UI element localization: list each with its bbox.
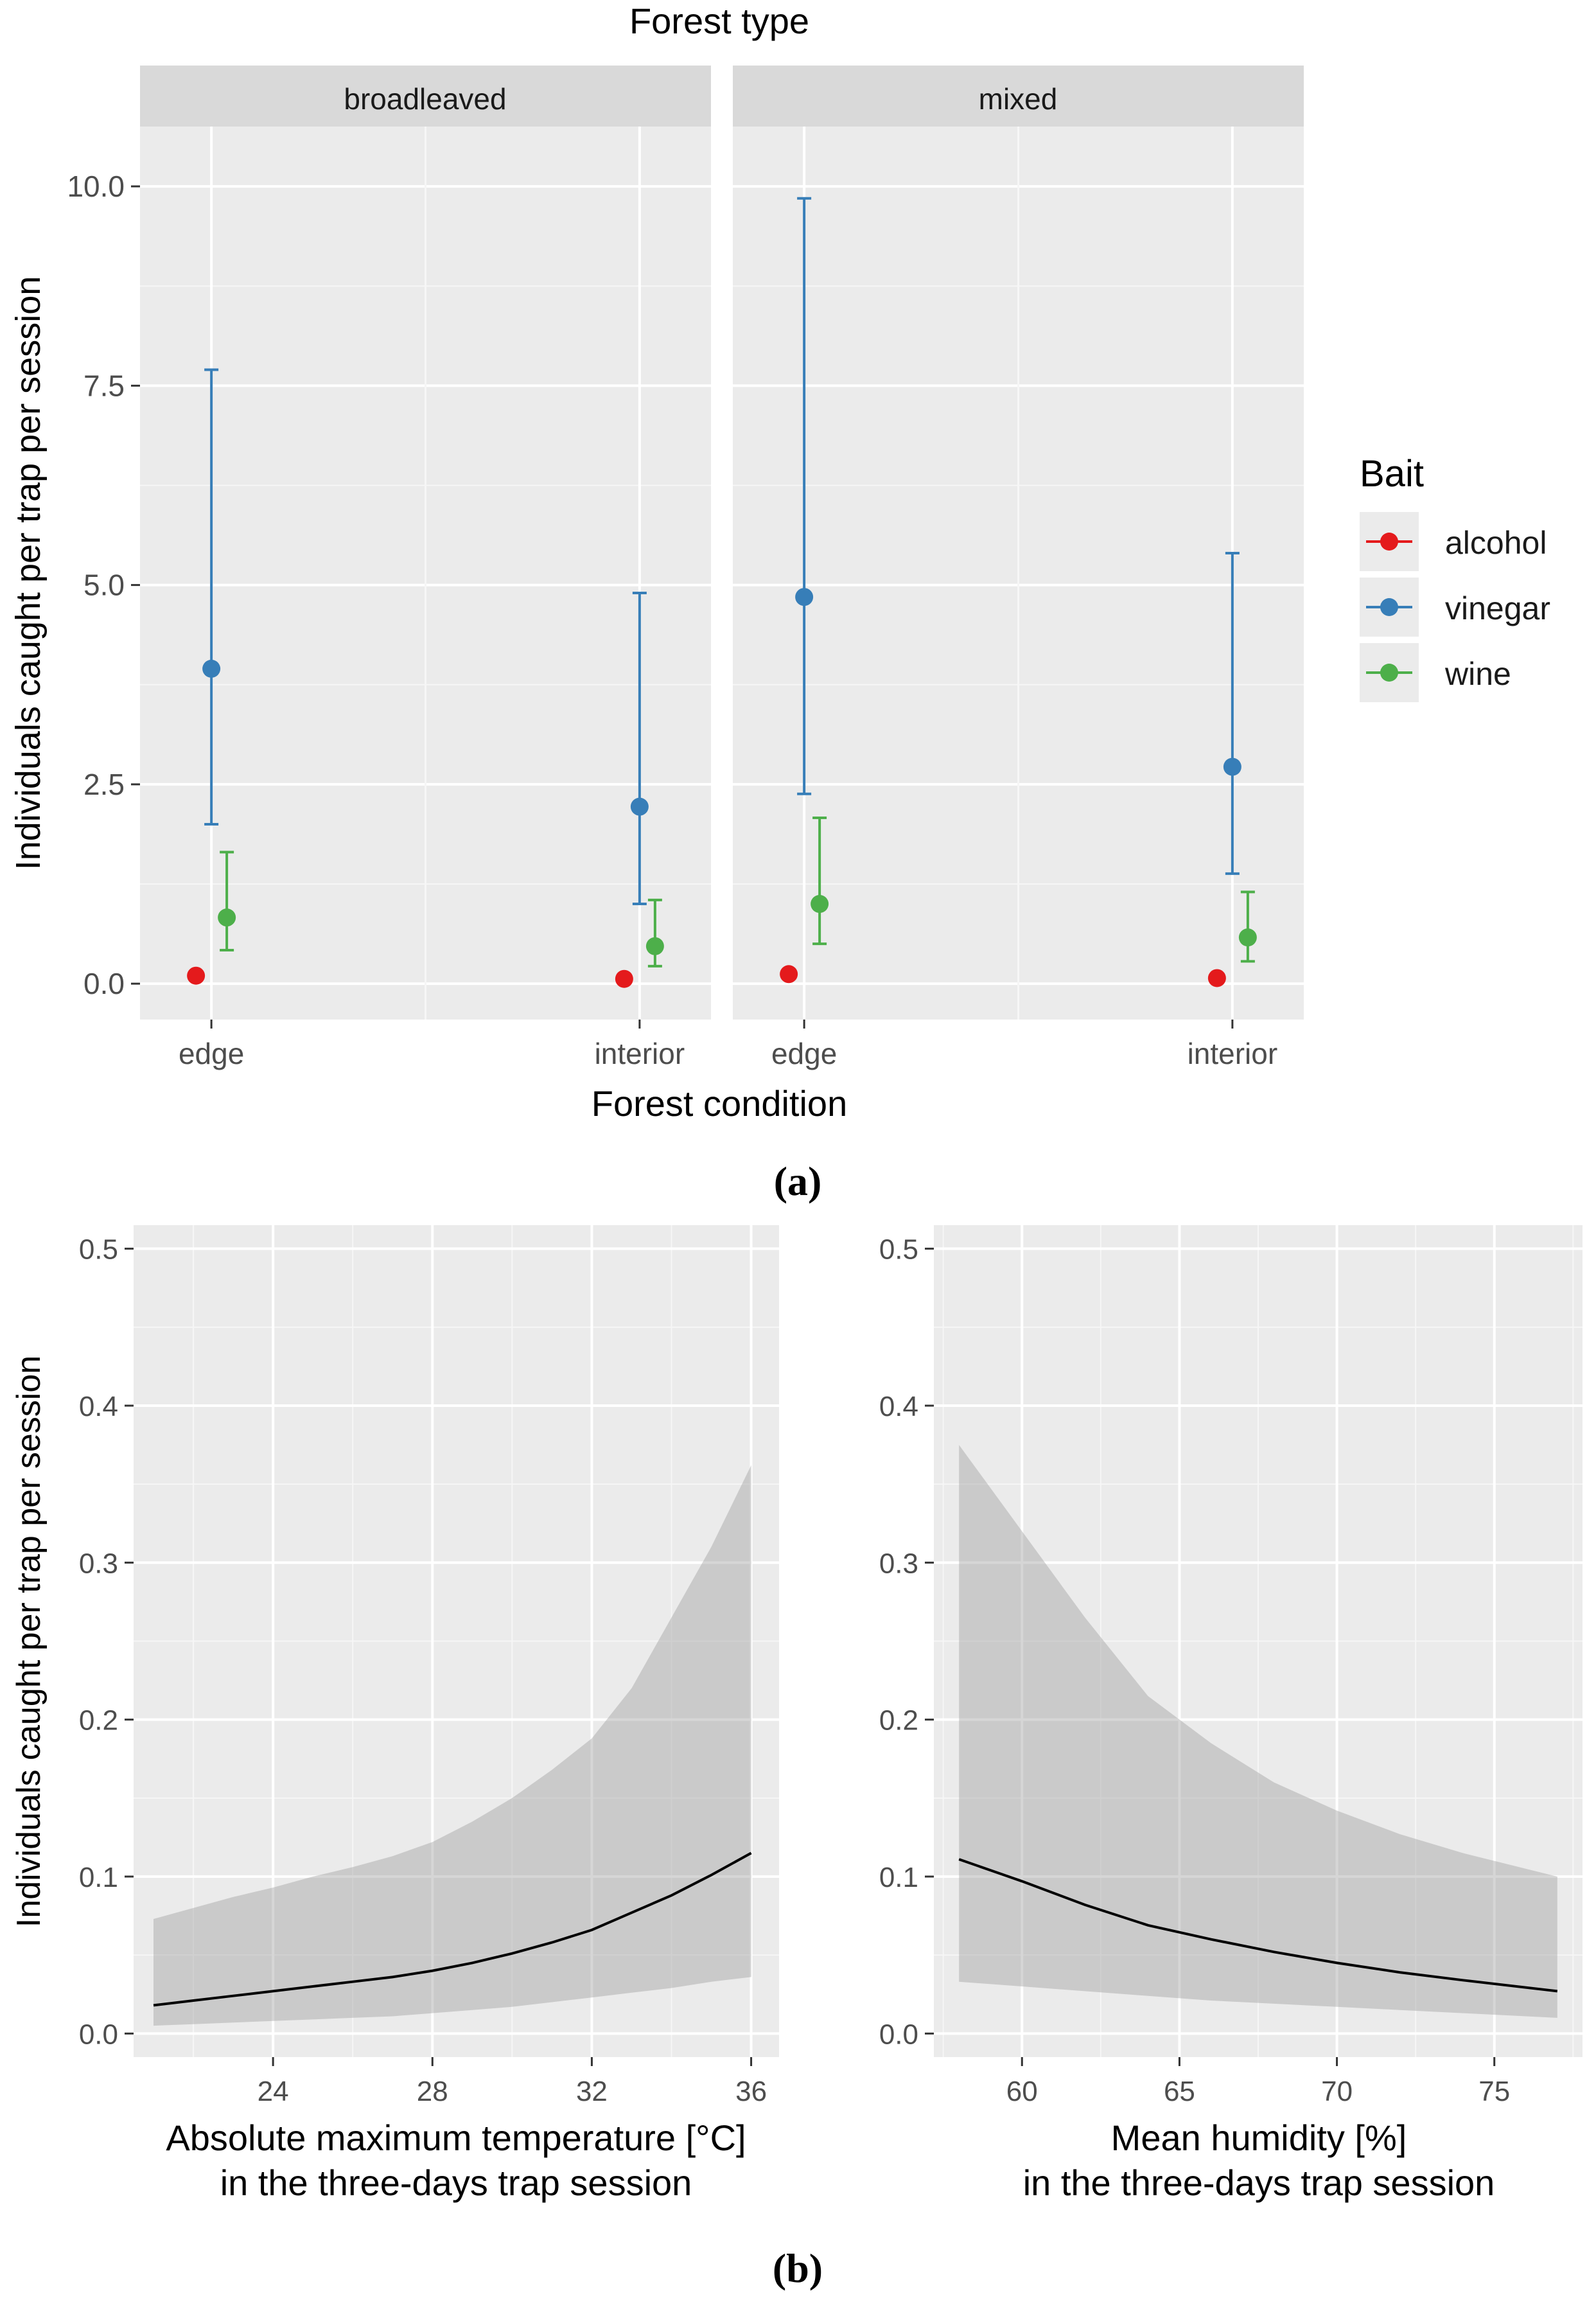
legend-keys: [1366, 533, 1412, 682]
chart-b1-temperature: 0.0 0.1 0.2 0.3 0.4 0.5 24 28 32 36: [79, 1225, 779, 2107]
x-tick-label: 65: [1164, 2076, 1195, 2107]
chart-a-title: Forest type: [629, 1, 809, 41]
y-tick-label: 0.2: [879, 1705, 918, 1737]
facet-strip-broadleaved: [140, 66, 711, 127]
point-alcohol-mixed-interior: [1207, 969, 1226, 987]
legend-label-alcohol: alcohol: [1445, 525, 1547, 561]
y-tick-label: 0.0: [79, 2019, 118, 2050]
y-tick-label: 2.5: [83, 768, 125, 801]
fitted-line: [958, 1858, 1558, 1993]
facet-label-broadleaved: broadleaved: [344, 82, 506, 116]
x-tick-label-edge: edge: [771, 1037, 837, 1070]
legend-label-vinegar: vinegar: [1445, 590, 1550, 626]
x-tick-label: 28: [417, 2076, 448, 2107]
facet-strip-mixed: [733, 66, 1304, 127]
x-tick-label: 70: [1321, 2076, 1353, 2107]
x-tick-label: 32: [576, 2076, 608, 2107]
point-vinegar-mixed-interior: [1223, 757, 1241, 776]
legend-label-wine: wine: [1444, 656, 1511, 692]
point-vinegar-mixed-edge: [795, 588, 814, 606]
y-tick-label: 0.1: [879, 1862, 918, 1893]
legend-title: Bait: [1360, 453, 1424, 495]
point-vinegar-broadleaved-edge: [202, 659, 221, 678]
y-tick-label: 0.5: [879, 1234, 918, 1266]
confidence-ribbon: [959, 1445, 1557, 2018]
point-alcohol-mixed-edge: [780, 965, 798, 984]
y-tick-label: 0.1: [79, 1862, 118, 1893]
point-alcohol-broadleaved-interior: [615, 969, 633, 988]
point-wine-mixed-interior: [1238, 928, 1257, 947]
fitted-line: [153, 1852, 752, 2007]
chart-a-marks: [187, 197, 1257, 988]
legend: Bait alcohol vinegar wine: [1360, 453, 1550, 702]
chart-b1-x-label: Absolute maximum temperature [°C]: [166, 2117, 746, 2158]
x-tick-label-interior: interior: [595, 1037, 685, 1070]
point-wine-mixed-edge: [811, 895, 829, 914]
chart-b-y-label: Individuals caught per trap per session: [10, 1356, 48, 1927]
y-tick-label: 0.4: [879, 1391, 918, 1422]
x-tick-label: 75: [1478, 2076, 1510, 2107]
y-tick-label: 10.0: [67, 170, 125, 203]
chart-a-gridlines: [140, 127, 1304, 1020]
legend-key-point-vinegar: [1380, 598, 1398, 616]
panel-b-caption: (b): [773, 2245, 823, 2291]
y-tick-label: 5.0: [83, 569, 125, 602]
chart-b2-x-label-line2: in the three-days trap session: [1023, 2162, 1495, 2203]
panel-a-caption: (a): [774, 1158, 822, 1204]
chart-b1-x-label-line2: in the three-days trap session: [220, 2162, 692, 2203]
legend-key-point-wine: [1380, 664, 1398, 682]
y-tick-label: 0.0: [83, 967, 125, 1000]
x-tick-label: 24: [258, 2076, 289, 2107]
y-tick-label: 0.3: [879, 1548, 918, 1579]
chart-b2-x-label: Mean humidity [%]: [1111, 2117, 1407, 2158]
y-tick-label: 0.4: [79, 1391, 118, 1422]
y-tick-label: 7.5: [83, 369, 125, 402]
point-vinegar-broadleaved-interior: [630, 797, 649, 816]
x-tick-label: 36: [735, 2076, 767, 2107]
chart-a-y-label: Individuals caught per trap per session: [9, 276, 48, 871]
y-tick-label: 0.5: [79, 1234, 118, 1266]
legend-key-point-alcohol: [1380, 533, 1398, 551]
chart-a-x-label: Forest condition: [592, 1083, 847, 1124]
panel-b: 0.00.10.20.30.40.524 28 32 36 0.00.10.20.30…: [10, 1225, 1583, 2291]
chart-a-x-axis: edge interior edge interior: [179, 1020, 1277, 1070]
confidence-ribbon: [153, 1465, 751, 2026]
chart-a-y-axis: 0.0 2.5 5.0 7.5 10.0: [67, 170, 140, 1000]
x-tick-label: 60: [1006, 2076, 1038, 2107]
x-tick-label-interior: interior: [1188, 1037, 1278, 1070]
y-tick-label: 0.2: [79, 1705, 118, 1737]
point-alcohol-broadleaved-edge: [187, 966, 206, 985]
x-tick-label-edge: edge: [179, 1037, 244, 1070]
chart-b2-humidity: 0.0 0.1 0.2 0.3 0.4 0.5 60 65 70 75: [879, 1225, 1583, 2107]
panel-a: Forest type broadleaved mixed 0.0 2.5 5.0 7…: [9, 1, 1550, 1204]
point-wine-broadleaved-edge: [218, 908, 236, 927]
y-tick-label: 0.3: [79, 1548, 118, 1579]
y-tick-label: 0.0: [879, 2019, 918, 2050]
point-wine-broadleaved-interior: [645, 937, 664, 955]
facet-label-mixed: mixed: [979, 82, 1058, 116]
